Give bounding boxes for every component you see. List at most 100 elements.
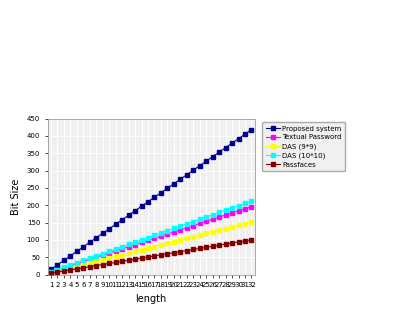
Passfaces — [55, 270, 60, 274]
Passfaces — [74, 267, 79, 271]
Textual Password — [236, 209, 241, 213]
Passfaces — [230, 241, 234, 245]
Legend: Proposed system, Textual Password, DAS (9*9), DAS (10*10), Passfaces: Proposed system, Textual Password, DAS (… — [262, 122, 345, 171]
Proposed system — [165, 186, 170, 190]
Line: Passfaces: Passfaces — [49, 238, 253, 275]
DAS (9*9) — [68, 266, 73, 270]
DAS (10*10) — [55, 268, 60, 271]
Textual Password — [204, 219, 209, 223]
Proposed system — [178, 177, 183, 181]
Passfaces — [236, 240, 241, 244]
Textual Password — [139, 241, 144, 244]
DAS (10*10) — [81, 259, 86, 262]
DAS (10*10) — [107, 250, 111, 253]
DAS (9*9) — [204, 232, 209, 235]
Textual Password — [113, 249, 118, 253]
DAS (9*9) — [158, 243, 163, 247]
Proposed system — [236, 137, 241, 140]
Proposed system — [197, 164, 202, 168]
Passfaces — [139, 256, 144, 260]
DAS (10*10) — [152, 233, 157, 237]
Passfaces — [191, 248, 196, 251]
Proposed system — [88, 241, 92, 244]
Passfaces — [184, 249, 189, 252]
X-axis label: length: length — [136, 294, 167, 304]
Passfaces — [158, 253, 163, 257]
DAS (10*10) — [88, 256, 92, 260]
DAS (10*10) — [172, 227, 176, 230]
Textual Password — [210, 217, 215, 221]
Textual Password — [158, 234, 163, 238]
DAS (9*9) — [74, 264, 79, 268]
DAS (10*10) — [236, 204, 241, 207]
DAS (10*10) — [49, 270, 53, 274]
Passfaces — [133, 257, 137, 261]
DAS (9*9) — [88, 261, 92, 265]
DAS (10*10) — [120, 245, 125, 249]
DAS (9*9) — [223, 227, 228, 231]
Proposed system — [204, 159, 209, 163]
Textual Password — [191, 224, 196, 227]
Textual Password — [68, 264, 73, 268]
DAS (10*10) — [249, 199, 254, 203]
DAS (9*9) — [184, 236, 189, 240]
DAS (9*9) — [49, 271, 53, 275]
DAS (10*10) — [139, 238, 144, 242]
Proposed system — [81, 245, 86, 249]
DAS (9*9) — [217, 228, 222, 232]
DAS (10*10) — [100, 252, 105, 256]
Passfaces — [100, 263, 105, 266]
Passfaces — [223, 242, 228, 246]
Proposed system — [146, 200, 150, 204]
DAS (9*9) — [236, 223, 241, 227]
Proposed system — [74, 250, 79, 253]
Textual Password — [165, 232, 170, 236]
Textual Password — [120, 247, 125, 251]
Passfaces — [68, 268, 73, 272]
Textual Password — [223, 213, 228, 217]
DAS (10*10) — [146, 236, 150, 240]
Passfaces — [172, 251, 176, 255]
Line: Proposed system: Proposed system — [49, 128, 253, 271]
DAS (9*9) — [165, 241, 170, 245]
DAS (10*10) — [191, 220, 196, 223]
Textual Password — [49, 270, 53, 274]
Proposed system — [107, 227, 111, 231]
Proposed system — [172, 182, 176, 186]
DAS (9*9) — [197, 233, 202, 237]
DAS (9*9) — [113, 254, 118, 258]
DAS (10*10) — [230, 206, 234, 210]
DAS (9*9) — [152, 245, 157, 248]
Proposed system — [62, 258, 66, 262]
Passfaces — [152, 254, 157, 258]
DAS (9*9) — [120, 253, 125, 256]
DAS (9*9) — [94, 259, 99, 263]
Proposed system — [100, 232, 105, 235]
DAS (9*9) — [81, 263, 86, 266]
Proposed system — [113, 222, 118, 226]
DAS (9*9) — [62, 267, 66, 271]
Proposed system — [223, 146, 228, 149]
Proposed system — [126, 213, 131, 217]
Passfaces — [107, 261, 111, 265]
Textual Password — [178, 228, 183, 232]
Passfaces — [126, 258, 131, 262]
DAS (9*9) — [243, 222, 248, 226]
DAS (9*9) — [107, 256, 111, 260]
Proposed system — [249, 128, 254, 132]
Textual Password — [55, 268, 60, 272]
Line: DAS (10*10): DAS (10*10) — [49, 199, 253, 274]
DAS (10*10) — [210, 213, 215, 217]
Passfaces — [197, 246, 202, 250]
DAS (9*9) — [191, 235, 196, 239]
Textual Password — [126, 245, 131, 249]
Proposed system — [120, 218, 125, 222]
Passfaces — [113, 261, 118, 264]
Passfaces — [249, 238, 254, 242]
Proposed system — [139, 204, 144, 208]
Proposed system — [49, 267, 53, 271]
Textual Password — [88, 257, 92, 261]
Passfaces — [178, 250, 183, 254]
DAS (9*9) — [100, 258, 105, 261]
DAS (9*9) — [230, 225, 234, 229]
